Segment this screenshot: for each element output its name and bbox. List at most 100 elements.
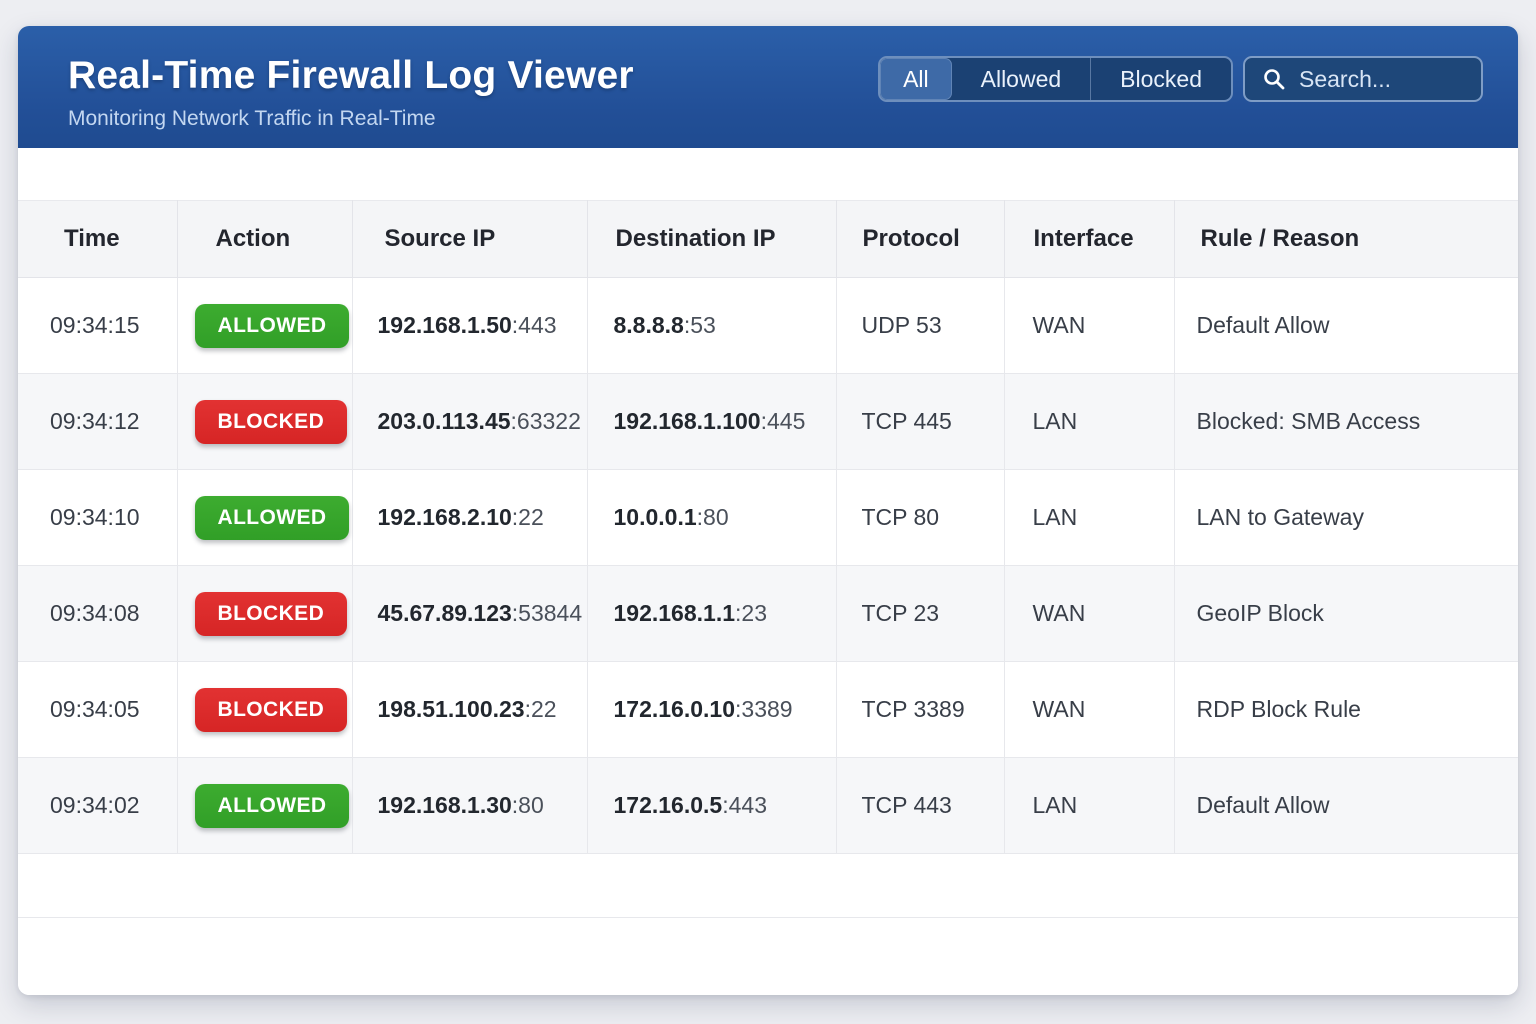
cell-time: 09:34:08: [18, 565, 178, 662]
column-header: Destination IP: [587, 200, 837, 278]
cell-protocol: TCP 445: [836, 373, 1005, 470]
destination-ip-address: 10.0.0.1: [613, 504, 697, 530]
cell-interface: WAN: [1004, 661, 1175, 758]
empty-table-row: [18, 853, 1518, 918]
cell-time: 09:34:02: [18, 757, 178, 854]
destination-ip-address: 192.168.1.1: [613, 600, 736, 626]
destination-ip-address: 172.16.0.10: [613, 696, 736, 722]
destination-port: :80: [696, 504, 729, 530]
cell-protocol: TCP 23: [836, 565, 1005, 662]
source-ip-address: 192.168.2.10: [377, 504, 512, 530]
cell-source-ip: 203.0.113.45:63322: [352, 373, 588, 470]
cell-source-ip: 192.168.1.50:443: [352, 277, 588, 374]
header-titles: Real-Time Firewall Log Viewer Monitoring…: [68, 26, 634, 148]
destination-ip-address: 8.8.8.8: [613, 312, 684, 338]
status-badge: ALLOWED: [194, 303, 350, 348]
cell-destination-ip: 192.168.1.100:445: [587, 373, 837, 470]
status-badge: BLOCKED: [194, 399, 348, 444]
cell-protocol: TCP 443: [836, 757, 1005, 854]
search-icon: [1264, 69, 1285, 90]
table-header-row: Time Action Source IP Destination IP Protoco…: [18, 200, 1518, 278]
cell-rule: LAN to Gateway: [1174, 469, 1518, 566]
table-row: 09:34:15 ALLOWED 192.168.1.50:443 8.8.8.…: [18, 277, 1518, 374]
cell-rule: GeoIP Block: [1174, 565, 1518, 662]
cell-time: 09:34:15: [18, 277, 178, 374]
status-badge: ALLOWED: [194, 783, 350, 828]
status-badge: BLOCKED: [194, 687, 348, 732]
cell-rule: Default Allow: [1174, 757, 1518, 854]
cell-source-ip: 198.51.100.23:22: [352, 661, 588, 758]
column-header: Rule / Reason: [1174, 200, 1518, 278]
table-row: 09:34:08 BLOCKED 45.67.89.123:53844 192.…: [18, 565, 1518, 662]
source-ip-address: 192.168.1.30: [377, 792, 512, 818]
cell-destination-ip: 8.8.8.8:53: [587, 277, 837, 374]
source-port: :22: [511, 504, 544, 530]
column-header: Action: [177, 200, 353, 278]
source-port: :53844: [511, 600, 583, 626]
cell-rule: Default Allow: [1174, 277, 1518, 374]
column-header: Protocol: [836, 200, 1005, 278]
cell-interface: WAN: [1004, 277, 1175, 374]
cell-interface: LAN: [1004, 373, 1175, 470]
table-row: 09:34:12 BLOCKED 203.0.113.45:63322 192.…: [18, 373, 1518, 470]
empty-table-row: [18, 917, 1518, 995]
filter-tab-all[interactable]: All: [880, 58, 952, 100]
cell-rule: Blocked: SMB Access: [1174, 373, 1518, 470]
cell-protocol: UDP 53: [836, 277, 1005, 374]
cell-action: ALLOWED: [177, 469, 353, 566]
cell-action: ALLOWED: [177, 277, 353, 374]
cell-destination-ip: 192.168.1.1:23: [587, 565, 837, 662]
cell-action: BLOCKED: [177, 373, 353, 470]
page-subtitle: Monitoring Network Traffic in Real-Time: [68, 107, 436, 130]
destination-ip-address: 192.168.1.100: [613, 408, 761, 434]
destination-port: :445: [760, 408, 806, 434]
search-box[interactable]: [1243, 56, 1483, 102]
cell-source-ip: 45.67.89.123:53844: [352, 565, 588, 662]
cell-time: 09:34:05: [18, 661, 178, 758]
app-header: Real-Time Firewall Log Viewer Monitoring…: [18, 26, 1518, 148]
cell-interface: LAN: [1004, 469, 1175, 566]
destination-port: :53: [683, 312, 716, 338]
status-badge: ALLOWED: [194, 495, 350, 540]
status-badge: BLOCKED: [194, 591, 348, 636]
cell-source-ip: 192.168.2.10:22: [352, 469, 588, 566]
cell-destination-ip: 172.16.0.5:443: [587, 757, 837, 854]
search-input[interactable]: [1299, 65, 1464, 93]
cell-destination-ip: 10.0.0.1:80: [587, 469, 837, 566]
log-table-body: 09:34:15 ALLOWED 192.168.1.50:443 8.8.8.…: [18, 277, 1518, 995]
page-title: Real-Time Firewall Log Viewer: [68, 54, 634, 97]
source-port: :80: [511, 792, 544, 818]
filter-tab-blocked[interactable]: Blocked: [1090, 58, 1231, 100]
cell-interface: WAN: [1004, 565, 1175, 662]
cell-protocol: TCP 3389: [836, 661, 1005, 758]
firewall-log-viewer-panel: Real-Time Firewall Log Viewer Monitoring…: [18, 26, 1518, 995]
cell-action: BLOCKED: [177, 565, 353, 662]
filter-tab-allowed[interactable]: Allowed: [952, 58, 1091, 100]
source-port: :443: [511, 312, 557, 338]
source-ip-address: 192.168.1.50: [377, 312, 512, 338]
cell-rule: RDP Block Rule: [1174, 661, 1518, 758]
source-ip-address: 203.0.113.45: [377, 408, 511, 434]
destination-port: :3389: [735, 696, 793, 722]
column-header: Source IP: [352, 200, 588, 278]
destination-port: :23: [735, 600, 767, 626]
cell-action: ALLOWED: [177, 757, 353, 854]
filter-tab-group: All Allowed Blocked: [878, 56, 1233, 102]
cell-interface: LAN: [1004, 757, 1175, 854]
cell-time: 09:34:12: [18, 373, 178, 470]
cell-time: 09:34:10: [18, 469, 178, 566]
column-header: Time: [18, 200, 178, 278]
table-row: 09:34:10 ALLOWED 192.168.2.10:22 10.0.0.…: [18, 469, 1518, 566]
cell-protocol: TCP 80: [836, 469, 1005, 566]
cell-source-ip: 192.168.1.30:80: [352, 757, 588, 854]
table-row: 09:34:02 ALLOWED 192.168.1.30:80 172.16.…: [18, 757, 1518, 854]
column-header: Interface: [1004, 200, 1175, 278]
log-table: Time Action Source IP Destination IP Protoco…: [18, 200, 1518, 995]
destination-port: :443: [722, 792, 767, 818]
table-row: 09:34:05 BLOCKED 198.51.100.23:22 172.16…: [18, 661, 1518, 758]
source-port: :22: [524, 696, 557, 722]
cell-action: BLOCKED: [177, 661, 353, 758]
header-table-spacer: [18, 148, 1518, 200]
header-controls: All Allowed Blocked: [878, 56, 1483, 148]
source-port: :63322: [510, 408, 581, 434]
